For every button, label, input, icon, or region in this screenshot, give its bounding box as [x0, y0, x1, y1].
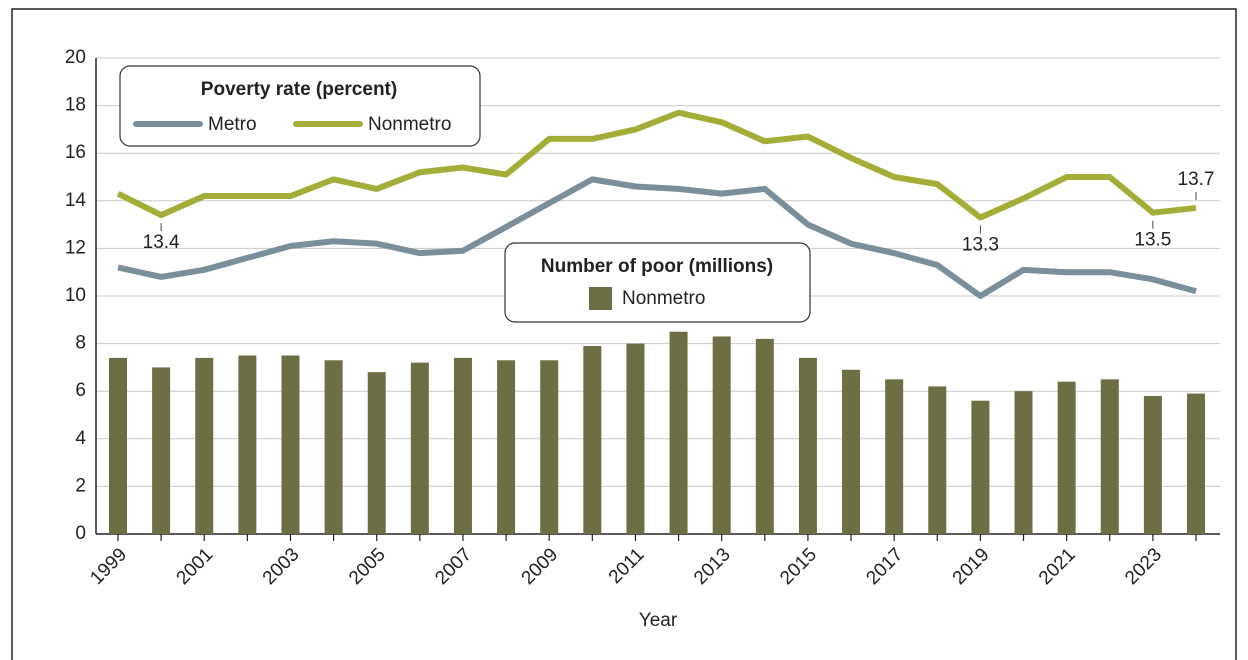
data-label: 13.7: [1178, 169, 1215, 190]
bar: [583, 345, 602, 534]
bar: [885, 379, 904, 534]
bar: [928, 386, 947, 534]
legend-label: Nonmetro: [368, 114, 451, 135]
x-tick-label: 2023: [1121, 544, 1166, 589]
bar: [669, 331, 688, 534]
bar: [281, 355, 300, 534]
bar: [152, 367, 171, 534]
bar: [626, 343, 645, 534]
line: [117, 176, 1197, 299]
x-tick-label: 2019: [949, 544, 994, 589]
bar: [712, 336, 731, 534]
bar: [238, 355, 257, 534]
x-tick-label: 2017: [862, 544, 907, 589]
legend-label: Nonmetro: [622, 288, 705, 309]
legend-label: Metro: [208, 114, 257, 135]
bar: [540, 360, 559, 534]
data-label: 13.3: [962, 234, 999, 255]
bar: [367, 372, 386, 534]
frame: [11, 8, 1237, 660]
y-tick-label: 6: [75, 380, 86, 401]
bar: [497, 360, 516, 534]
x-tick-label: 2015: [776, 544, 821, 589]
x-tick-label: 1999: [86, 544, 131, 589]
bar: [971, 400, 990, 534]
line: [116, 109, 1197, 221]
y-tick-label: 2: [75, 475, 86, 496]
y-tick-label: 4: [75, 428, 86, 449]
legend-box: [119, 65, 481, 147]
x-tick-label: 2003: [259, 544, 304, 589]
bar: [798, 357, 817, 534]
y-tick-label: 20: [65, 47, 86, 68]
bar: [1187, 393, 1205, 534]
legend-title: Poverty rate (percent): [201, 79, 397, 100]
y-tick-label: 14: [65, 190, 87, 211]
x-tick-label: 2011: [605, 544, 649, 588]
bar: [453, 357, 472, 534]
bar: [1143, 395, 1162, 534]
y-tick-label: 16: [65, 142, 86, 163]
legend-swatch: [589, 287, 612, 310]
y-tick-label: 0: [75, 523, 86, 544]
data-label: 13.5: [1134, 230, 1171, 251]
y-tick-label: 18: [65, 95, 86, 116]
legend-title: Number of poor (millions): [541, 256, 773, 277]
bar: [109, 357, 127, 534]
bar: [1100, 379, 1119, 534]
bar: [195, 357, 214, 534]
legend-box: [504, 242, 811, 323]
plot: 0 2 4 6 8 10 12 14 16 18 20 1999 2001 2003 2005 2007 200…: [65, 47, 1220, 589]
y-tick-label: 12: [65, 237, 86, 258]
y-tick-label: 8: [75, 333, 86, 354]
x-tick-label: 2013: [690, 544, 735, 589]
bar: [1014, 391, 1033, 534]
x-tick-label: 2009: [518, 544, 563, 589]
bar: [410, 362, 429, 534]
bar: [842, 369, 861, 534]
data-label: 13.4: [143, 232, 180, 253]
bar: [755, 338, 774, 534]
x-axis-label: Year: [639, 610, 678, 631]
bar: [1057, 381, 1076, 534]
bar: [324, 360, 343, 534]
y-tick-label: 10: [65, 285, 86, 306]
x-tick-label: 2005: [345, 544, 390, 589]
x-tick-label: 2007: [431, 544, 476, 589]
x-tick-label: 2021: [1035, 544, 1080, 589]
x-tick-label: 2001: [173, 544, 218, 589]
